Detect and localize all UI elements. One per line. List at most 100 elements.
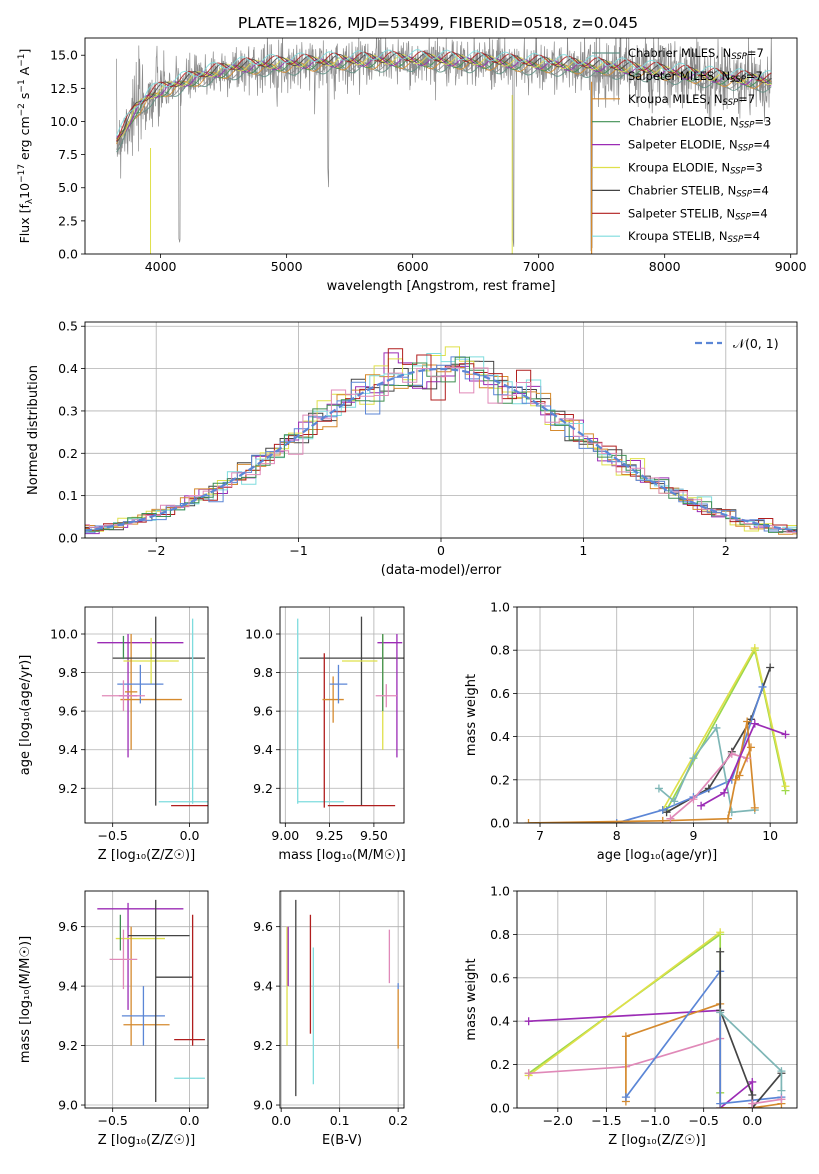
figure-title: PLATE=1826, MJD=53499, FIBERID=0518, z=0… — [238, 14, 638, 32]
x-tick-label: −1.0 — [640, 1113, 670, 1128]
legend-label: 𝒩(0, 1) — [733, 336, 779, 351]
x-axis-label: E(B-V) — [322, 1133, 362, 1148]
x-tick-label: 0.0 — [271, 1113, 291, 1128]
legend-label-text: Salpeter MILES, N — [628, 69, 730, 83]
x-tick-label: 9 — [689, 828, 697, 843]
y-tick-label: 9.6 — [253, 919, 273, 934]
y-axis-label: mass [log₁₀(M/M☉)] — [18, 936, 33, 1063]
y-axis-label: mass weight — [464, 674, 479, 756]
y-axis-label-part: erg cm — [17, 116, 32, 164]
x-axis-label: Z [log₁₀(Z/Z☉)] — [608, 1133, 705, 1148]
y-tick-label: 0.2 — [58, 446, 78, 461]
legend-label-text: Salpeter ELODIE, N — [628, 138, 738, 152]
legend-label-sub: SSP — [730, 75, 746, 85]
y-tick-label: 10.0 — [50, 114, 78, 129]
legend-label-text: Chabrier MILES, N — [628, 46, 731, 60]
legend-label-suffix: =7 — [747, 46, 764, 60]
y-tick-label: 12.5 — [50, 81, 78, 96]
y-tick-label: 9.8 — [253, 665, 273, 680]
y-tick-label: 0.6 — [490, 686, 510, 701]
legend-label-sub: SSP — [730, 167, 746, 177]
legend-label-text: Kroupa STELIB, N — [628, 229, 728, 243]
x-axis-label: (data-model)/error — [381, 563, 502, 578]
y-axis-label-part: Flux [f — [17, 204, 32, 244]
x-tick-label: 9.50 — [360, 828, 388, 843]
y-tick-label: 0.1 — [58, 488, 78, 503]
legend-label-suffix: =4 — [743, 229, 760, 243]
legend-label-sub: SSP — [736, 189, 752, 199]
y-tick-label: 1.0 — [490, 884, 510, 899]
y-axis-label-part: −1 — [17, 79, 27, 92]
x-tick-label: 0.0 — [742, 1113, 762, 1128]
x-tick-label: −1 — [289, 543, 307, 558]
x-tick-label: 7000 — [523, 259, 555, 274]
y-axis-label: mass weight — [464, 958, 479, 1040]
y-tick-label: 9.4 — [58, 742, 78, 757]
legend-label-text: Chabrier ELODIE, N — [628, 115, 739, 129]
x-tick-label: −2 — [147, 543, 165, 558]
y-axis-label-part: A — [17, 66, 32, 79]
y-tick-label: 0.4 — [490, 1014, 510, 1029]
y-axis-label: Normed distribution — [26, 365, 41, 495]
x-tick-label: 2 — [722, 543, 730, 558]
legend-label-sub: SSP — [731, 52, 747, 62]
legend-label-text: Chabrier STELIB, N — [628, 183, 736, 197]
x-tick-label: 6000 — [397, 259, 429, 274]
y-axis-label-part: −1 — [17, 54, 27, 67]
x-axis-label: wavelength [Angstrom, rest frame] — [327, 279, 556, 294]
x-axis-label: mass [log₁₀(M/M☉)] — [278, 848, 405, 863]
y-tick-label: 0.0 — [58, 247, 78, 262]
x-axis-label: age [log₁₀(age/yr)] — [597, 848, 718, 863]
y-tick-label: 1.0 — [490, 600, 510, 615]
y-tick-label: 7.5 — [58, 147, 78, 162]
legend-label-suffix: =4 — [751, 206, 768, 220]
legend-label-suffix: =7 — [746, 69, 763, 83]
legend-label-sub: SSP — [723, 98, 739, 108]
legend-label-text: Kroupa ELODIE, N — [628, 161, 730, 175]
x-axis-label: Z [log₁₀(Z/Z☉)] — [98, 1133, 195, 1148]
y-tick-label: 9.6 — [58, 704, 78, 719]
x-tick-label: −0.5 — [97, 828, 127, 843]
x-tick-label: −0.5 — [688, 1113, 718, 1128]
y-tick-label: 9.8 — [58, 665, 78, 680]
y-tick-label: 15.0 — [50, 48, 78, 63]
y-tick-label: 9.6 — [253, 704, 273, 719]
x-tick-label: −2.0 — [543, 1113, 573, 1128]
legend-label-suffix: =4 — [752, 183, 769, 197]
legend-label-sub: SSP — [738, 144, 754, 154]
y-tick-label: 0.4 — [490, 729, 510, 744]
y-tick-label: 0.2 — [490, 772, 510, 787]
y-tick-label: 0.3 — [58, 403, 78, 418]
y-tick-label: 0.0 — [490, 816, 510, 831]
y-axis-label-part: −17 — [17, 164, 27, 183]
x-tick-label: 7 — [536, 828, 544, 843]
y-tick-label: 0.4 — [58, 361, 78, 376]
y-tick-label: 0.8 — [490, 643, 510, 658]
x-tick-label: 8 — [613, 828, 621, 843]
y-tick-label: 9.4 — [253, 742, 273, 757]
x-tick-label: 9000 — [775, 259, 807, 274]
y-tick-label: 0.0 — [490, 1101, 510, 1116]
y-axis-label-part: s — [17, 93, 32, 104]
y-tick-label: 10.0 — [50, 627, 78, 642]
y-tick-label: 0.5 — [58, 319, 78, 334]
y-tick-label: 9.2 — [58, 781, 78, 796]
x-tick-label: −0.5 — [97, 1113, 127, 1128]
legend-label-sub: SSP — [739, 121, 755, 131]
y-axis-label-part: −2 — [17, 103, 27, 116]
y-tick-label: 9.0 — [58, 1098, 78, 1113]
x-tick-label: 9.00 — [271, 828, 299, 843]
y-tick-label: 9.4 — [253, 979, 273, 994]
legend-label-suffix: =7 — [738, 92, 755, 106]
x-tick-label: 8000 — [649, 259, 681, 274]
x-tick-label: 0.0 — [180, 1113, 200, 1128]
y-tick-label: 9.4 — [58, 979, 78, 994]
y-tick-label: 9.2 — [253, 1038, 273, 1053]
y-tick-label: 0.2 — [490, 1057, 510, 1072]
x-tick-label: 0 — [437, 543, 445, 558]
x-tick-label: −1.5 — [591, 1113, 621, 1128]
x-tick-label: 0.1 — [330, 1113, 350, 1128]
